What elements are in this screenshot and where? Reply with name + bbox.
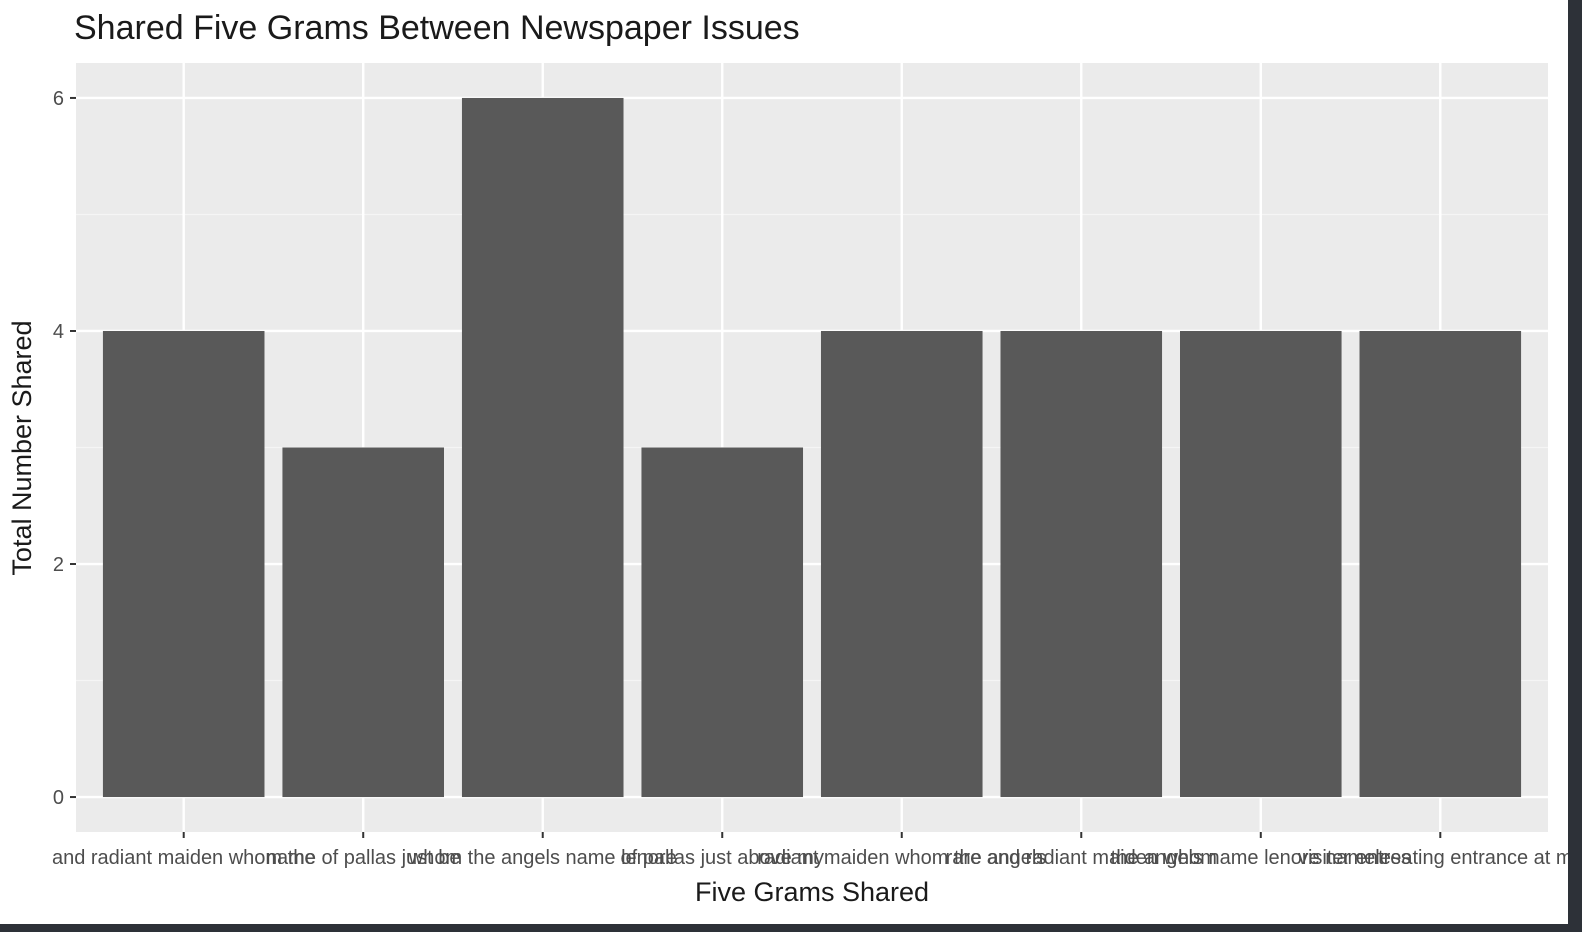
y-axis: 0 2 4 6 xyxy=(53,88,76,809)
x-tick-label: of pallas just above my xyxy=(621,847,824,869)
bar xyxy=(820,330,983,798)
chart-title: Shared Five Grams Between Newspaper Issu… xyxy=(74,9,800,47)
bar xyxy=(282,447,444,798)
window-edge-bottom xyxy=(0,924,1582,932)
x-tick-label: name of pallas just be xyxy=(266,847,461,869)
x-tick-label: whom the angels name lenore xyxy=(408,847,677,869)
bar xyxy=(1000,330,1163,798)
bar xyxy=(1359,330,1522,798)
x-tick-label: rare and radiant maiden whom xyxy=(946,847,1217,869)
y-tick-label: 0 xyxy=(53,787,64,809)
bars xyxy=(102,97,1522,798)
bar xyxy=(641,447,804,798)
x-tick-label: the angels name lenore nameless xyxy=(1111,847,1411,869)
y-axis-title: Total Number Shared xyxy=(7,320,37,575)
bar xyxy=(1180,330,1342,798)
y-tick-label: 4 xyxy=(53,321,64,343)
bar xyxy=(461,97,624,798)
y-tick-label: 6 xyxy=(53,88,64,110)
x-tick-label: and radiant maiden whom the xyxy=(52,847,316,869)
x-tick-label: visiter entreating entrance at my xyxy=(1298,847,1568,869)
x-tick-label: radiant maiden whom the angels xyxy=(757,847,1046,869)
bar xyxy=(102,330,265,798)
y-tick-label: 2 xyxy=(53,554,64,576)
window-edge-right xyxy=(1568,0,1582,932)
x-axis-title: Five Grams Shared xyxy=(695,877,929,907)
